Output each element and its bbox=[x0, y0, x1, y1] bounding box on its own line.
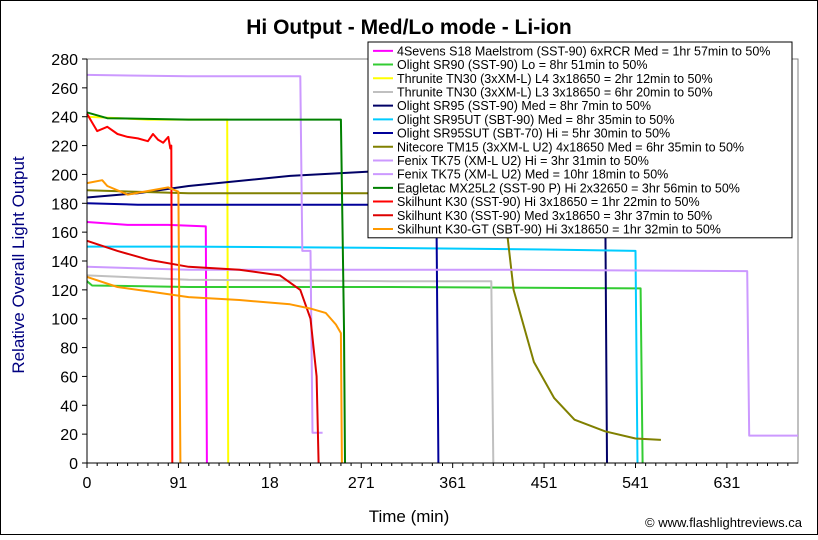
legend-entry: Skilhunt K30 (SST-90) Hi 3x18650 = 1hr 2… bbox=[397, 195, 700, 209]
series-line-9 bbox=[86, 73, 323, 434]
y-tick-label: 240 bbox=[51, 110, 78, 127]
y-tick-label: 120 bbox=[51, 283, 78, 300]
series-line-13 bbox=[86, 239, 320, 464]
legend-entry: Fenix TK75 (XM-L U2) Med = 10hr 18min to… bbox=[397, 168, 668, 182]
legend: 4Sevens S18 Maelstrom (SST-90) 6xRCR Med… bbox=[367, 41, 793, 239]
y-tick-label: 200 bbox=[51, 167, 78, 184]
x-tick-label: 91 bbox=[170, 475, 188, 492]
x-tick-label: 271 bbox=[348, 475, 375, 492]
series-line-15 bbox=[86, 275, 343, 464]
y-axis-label: Relative Overall Light Output bbox=[9, 156, 28, 374]
credit-text: © www.flashlightreviews.ca bbox=[645, 515, 803, 530]
x-tick-label: 361 bbox=[439, 475, 466, 492]
series-line-8 bbox=[86, 189, 661, 441]
series-line-2 bbox=[86, 280, 644, 464]
y-tick-label: 40 bbox=[60, 398, 78, 415]
legend-entry: Olight SR95UT (SBT-90) Med = 8hr 35min t… bbox=[397, 113, 674, 127]
series-line-12 bbox=[86, 113, 174, 464]
legend-entry: Eagletac MX25L2 (SST-90 P) Hi 2x32650 = … bbox=[397, 181, 740, 195]
y-tick-label: 140 bbox=[51, 254, 78, 271]
y-tick-label: 160 bbox=[51, 225, 78, 242]
legend-box bbox=[367, 41, 793, 239]
y-tick-label: 60 bbox=[60, 369, 78, 386]
legend-entry: Olight SR95 (SST-90) Med = 8hr 7min to 5… bbox=[397, 99, 651, 113]
x-tick-label: 451 bbox=[531, 475, 558, 492]
x-tick-label: 18 bbox=[261, 475, 279, 492]
legend-entry: 4Sevens S18 Maelstrom (SST-90) 6xRCR Med… bbox=[397, 44, 770, 58]
y-tick-label: 100 bbox=[51, 312, 78, 329]
legend-entry: Olight SR95SUT (SBT-70) Hi = 5hr 30min t… bbox=[397, 127, 670, 141]
legend-entry: Fenix TK75 (XM-L U2) Hi = 3hr 31min to 5… bbox=[397, 154, 649, 168]
y-tick-label: 0 bbox=[69, 456, 78, 473]
x-axis-label: Time (min) bbox=[369, 507, 450, 526]
y-tick-label: 260 bbox=[51, 81, 78, 98]
series-line-7 bbox=[86, 202, 440, 464]
chart-title: Hi Output - Med/Lo mode - Li-ion bbox=[246, 16, 571, 39]
y-tick-label: 280 bbox=[51, 52, 78, 69]
series-line-4 bbox=[86, 274, 495, 464]
series-line-11 bbox=[86, 111, 346, 464]
legend-entry: Skilhunt K30-GT (SBT-90) Hi 3x18650 = 1h… bbox=[397, 222, 721, 236]
y-tick-label: 180 bbox=[51, 196, 78, 213]
series-line-14 bbox=[86, 179, 182, 464]
x-tick-label: 541 bbox=[622, 475, 649, 492]
y-tick-label: 220 bbox=[51, 139, 78, 156]
legend-entry: Nitecore TM15 (3xXM-L U2) 4x18650 Med = … bbox=[397, 140, 744, 154]
x-tick-label: 631 bbox=[714, 475, 741, 492]
y-tick-label: 80 bbox=[60, 341, 78, 358]
legend-entry: Thrunite TN30 (3xXM-L) L3 3x18650 = 6hr … bbox=[397, 85, 713, 99]
legend-entry: Skilhunt K30 (SST-90) Med 3x18650 = 3hr … bbox=[397, 209, 712, 223]
series-line-1 bbox=[86, 221, 208, 464]
legend-entry: Thrunite TN30 (3xXM-L) L4 3x18650 = 2hr … bbox=[397, 72, 713, 86]
x-tick-label: 0 bbox=[83, 475, 92, 492]
y-tick-label: 20 bbox=[60, 427, 78, 444]
legend-entry: Olight SR90 (SST-90) Lo = 8hr 51min to 5… bbox=[397, 58, 647, 72]
